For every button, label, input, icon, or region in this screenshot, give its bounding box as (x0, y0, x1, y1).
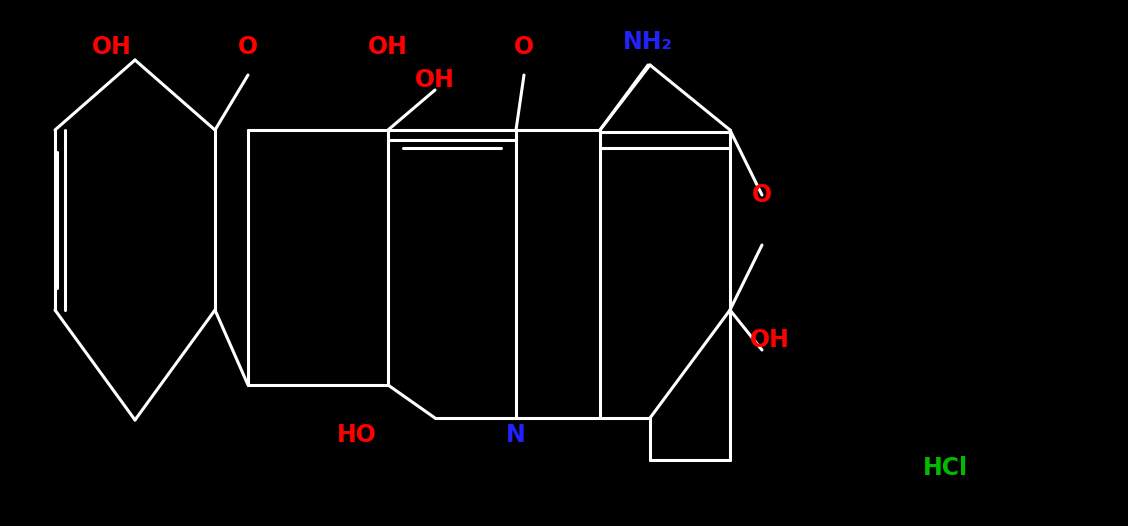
Text: N: N (506, 423, 526, 447)
Text: O: O (752, 183, 772, 207)
Text: OH: OH (92, 35, 132, 59)
Text: O: O (238, 35, 258, 59)
Text: OH: OH (750, 328, 790, 352)
Text: O: O (514, 35, 534, 59)
Text: HCl: HCl (923, 456, 968, 480)
Text: OH: OH (368, 35, 408, 59)
Text: HO: HO (337, 423, 377, 447)
Text: OH: OH (415, 68, 455, 92)
Text: NH₂: NH₂ (623, 30, 673, 54)
